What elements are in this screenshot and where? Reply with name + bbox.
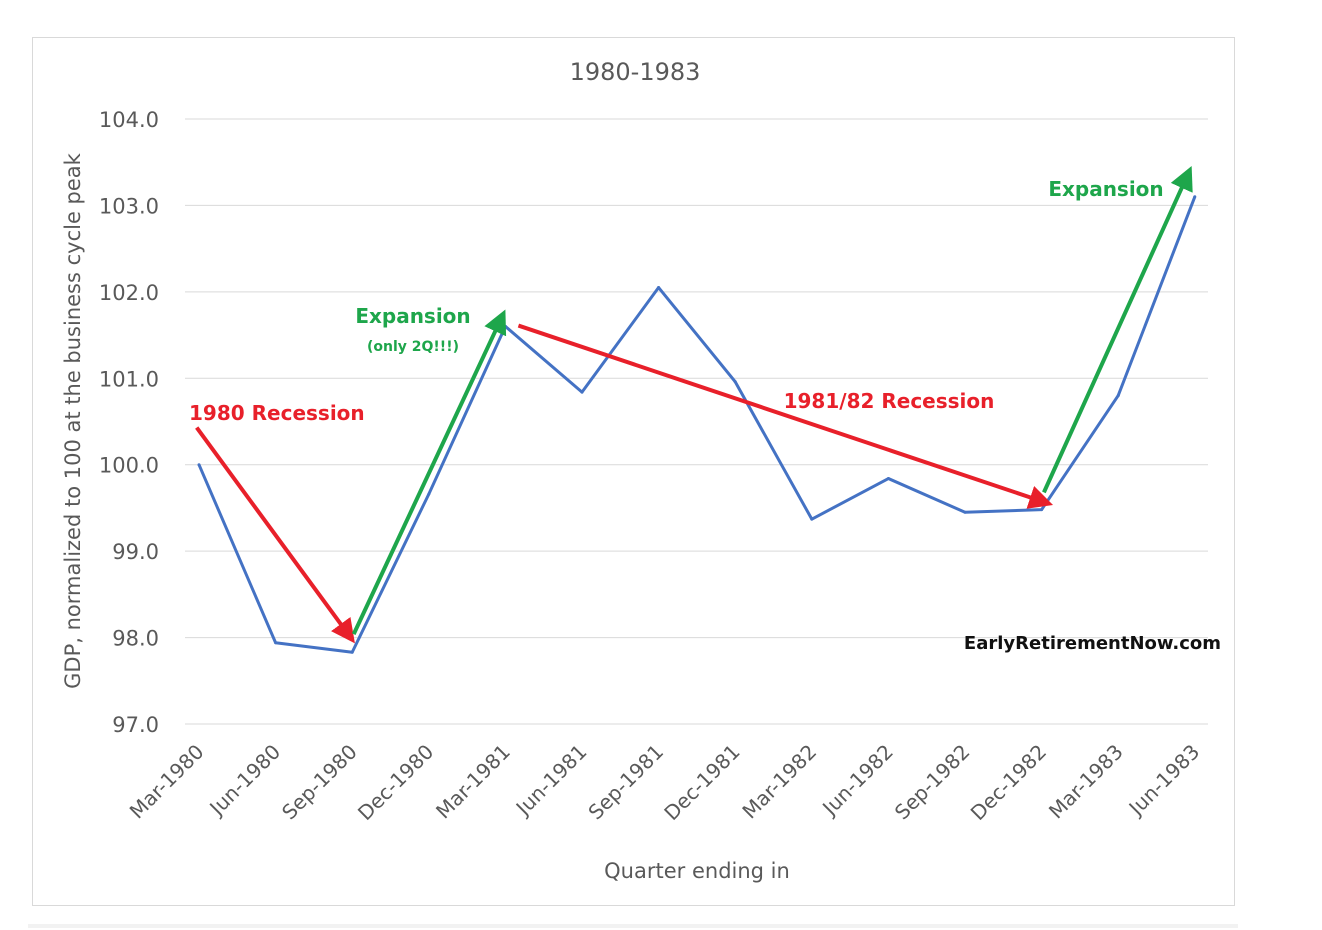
data-point — [1040, 508, 1044, 512]
annotation-arrow — [517, 323, 1054, 509]
annotation-label-1980-recession: 1980 Recession — [189, 401, 365, 425]
y-axis-ticks: 97.0 98.0 99.0 100.0 101.0 102.0 103.0 104.0 — [99, 108, 159, 737]
chart-frame: 1980-1983 97.0 98.0 99.0 100.0 101.0 102.0 103… — [32, 37, 1235, 906]
x-tick-label: Sep-1982 — [890, 740, 975, 825]
x-tick-label: Dec-1980 — [353, 740, 438, 825]
y-tick-label: 97.0 — [112, 713, 159, 737]
data-point — [503, 324, 507, 328]
annotation-arrow — [351, 309, 507, 635]
annotation-label-1981-82-recession: 1981/82 Recession — [784, 389, 995, 413]
y-tick-label: 104.0 — [99, 108, 159, 132]
data-point — [733, 380, 737, 384]
line-chart: 1980-1983 97.0 98.0 99.0 100.0 101.0 102.0 103… — [61, 58, 1221, 883]
chart-title: 1980-1983 — [570, 58, 701, 86]
x-axis-ticks: Mar-1980Jun-1980Sep-1980Dec-1980Mar-1981… — [125, 740, 1205, 825]
series-line — [197, 196, 1197, 654]
annotation-arrow — [195, 426, 355, 644]
annotation-label-expansion-1980: Expansion — [355, 304, 470, 328]
y-axis-title: GDP, normalized to 100 at the business c… — [61, 152, 85, 689]
x-tick-label: Mar-1981 — [431, 740, 515, 824]
y-tick-label: 99.0 — [112, 540, 159, 564]
y-tick-label: 102.0 — [99, 281, 159, 305]
data-point — [197, 463, 201, 467]
series-layer — [197, 195, 1197, 654]
x-tick-label: Mar-1980 — [125, 740, 209, 824]
data-point — [1193, 195, 1197, 199]
x-tick-label: Dec-1982 — [966, 740, 1051, 825]
x-tick-label: Mar-1983 — [1044, 740, 1128, 824]
y-tick-label: 103.0 — [99, 194, 159, 218]
x-tick-label: Jun-1982 — [816, 740, 898, 822]
y-tick-label: 101.0 — [99, 367, 159, 391]
divider — [28, 924, 1238, 928]
data-point — [350, 650, 354, 654]
y-tick-label: 98.0 — [112, 627, 159, 651]
annotation-sublabel-only-2q: (only 2Q!!!) — [367, 339, 459, 355]
x-tick-label: Jun-1980 — [204, 740, 286, 822]
data-point — [963, 510, 967, 514]
x-tick-label: Mar-1982 — [737, 740, 821, 824]
data-point — [580, 390, 584, 394]
data-point — [657, 286, 661, 290]
data-point — [1116, 394, 1120, 398]
data-point — [810, 517, 814, 521]
x-tick-label: Dec-1981 — [659, 740, 744, 825]
watermark: EarlyRetirementNow.com — [964, 633, 1221, 654]
annotation-arrow — [1042, 166, 1193, 494]
y-tick-label: 100.0 — [99, 454, 159, 478]
annotation-label-expansion-1982: Expansion — [1048, 177, 1163, 201]
gridlines — [185, 118, 1208, 725]
x-tick-label: Sep-1980 — [277, 740, 362, 825]
x-axis-title: Quarter ending in — [604, 859, 790, 883]
data-point — [274, 641, 278, 645]
x-tick-label: Jun-1983 — [1123, 740, 1205, 822]
x-tick-label: Sep-1981 — [583, 740, 668, 825]
x-tick-label: Jun-1981 — [510, 740, 592, 822]
data-point — [886, 477, 890, 481]
data-point — [427, 492, 431, 496]
annotation-arrows — [195, 166, 1193, 644]
